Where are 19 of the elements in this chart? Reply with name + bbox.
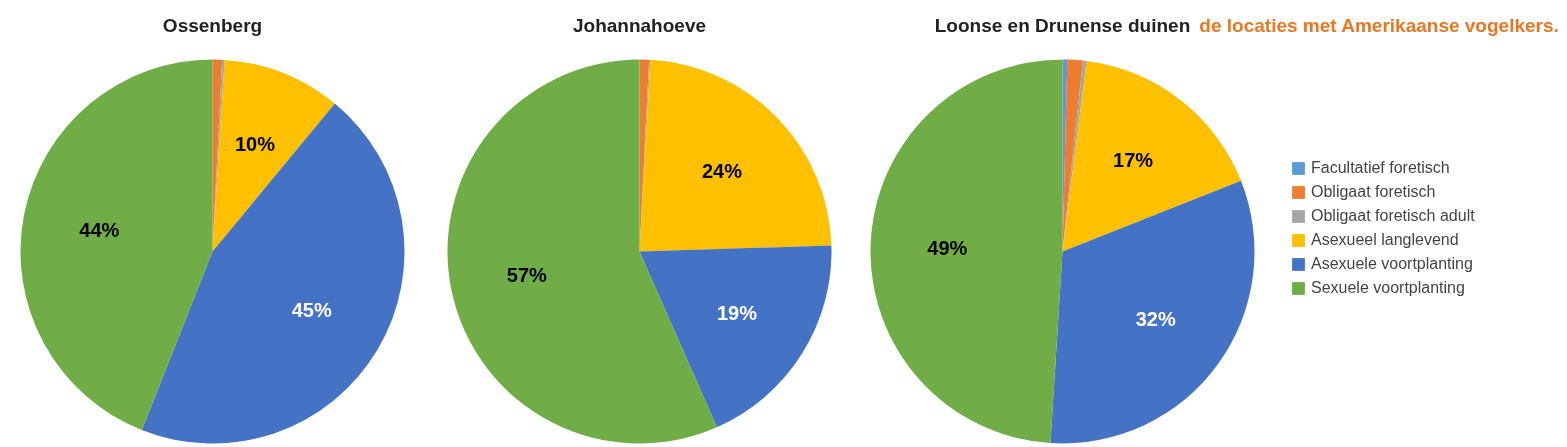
legend-label: Obligaat foretisch adult <box>1311 207 1475 225</box>
chart-title: Ossenberg <box>162 15 263 36</box>
data-label: 44% <box>79 218 120 241</box>
data-label: 32% <box>1135 308 1176 331</box>
data-label: 24% <box>701 160 743 183</box>
data-label: 45% <box>291 299 332 322</box>
data-label: 19% <box>716 301 758 324</box>
legend-label: Facultatief foretisch <box>1311 159 1450 177</box>
chart-title: Loonse en Drunense duinen <box>934 15 1191 36</box>
chart-title: Johannahoeve <box>572 15 707 36</box>
legend-label: Asexueel langlevend <box>1311 231 1459 249</box>
data-label: 57% <box>506 264 547 287</box>
legend-label: Asexuele voortplanting <box>1311 255 1473 273</box>
legend-label: Sexuele voortplanting <box>1311 279 1465 297</box>
text: de locaties met Amerikaanse vogelkers. <box>1199 15 1559 36</box>
legend-label: Obligaat foretisch <box>1311 183 1436 201</box>
data-label: 17% <box>1113 149 1154 172</box>
data-label: 10% <box>234 133 276 156</box>
data-label: 49% <box>927 236 968 259</box>
